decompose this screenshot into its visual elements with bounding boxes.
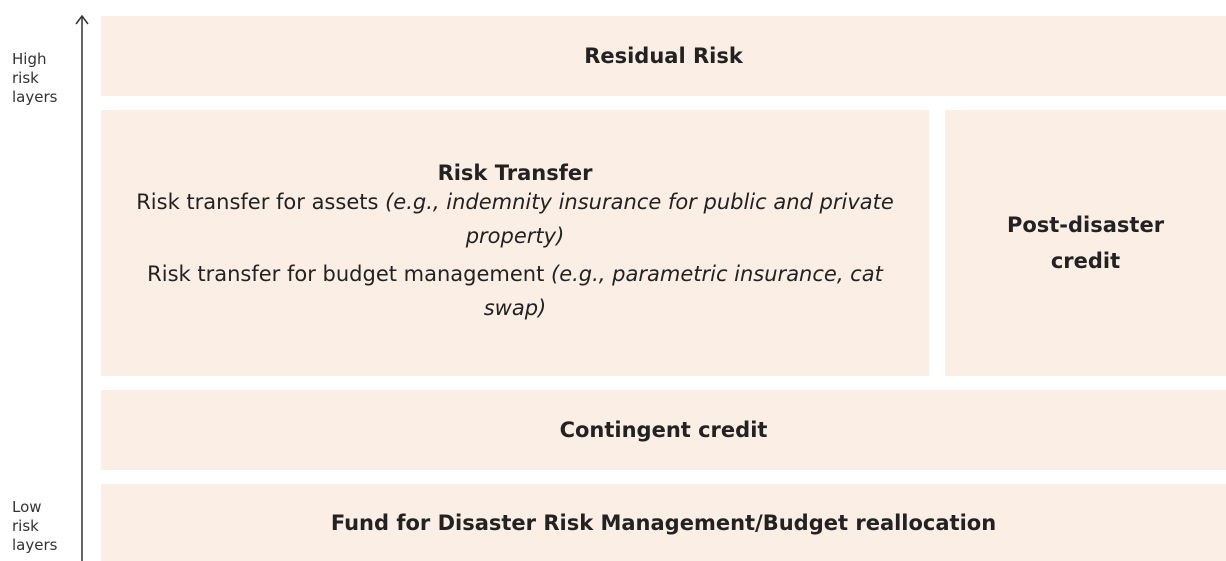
line-text: Risk transfer for budget management — [147, 262, 545, 286]
layer-title: Residual Risk — [584, 44, 743, 68]
layer-title: Risk Transfer — [437, 161, 593, 185]
line-example: (e.g., parametric insurance, cat swap) — [483, 262, 883, 320]
layer-box: Residual Risk — [101, 16, 1226, 96]
layer-title: Contingent credit — [559, 418, 768, 442]
layer-box: Fund for Disaster Risk Management/Budget… — [101, 484, 1226, 561]
layer-box: Contingent credit — [101, 390, 1226, 470]
layer-title: Post-disaster credit — [1006, 213, 1165, 273]
layer-line: Risk transfer for budget management (e.g… — [131, 257, 899, 325]
line-example: (e.g., indemnity insurance for public an… — [385, 190, 894, 248]
layer-line: Risk transfer for assets (e.g., indemnit… — [131, 185, 899, 253]
axis-arrow — [75, 14, 89, 561]
layer-title: Fund for Disaster Risk Management/Budget… — [330, 510, 997, 535]
layer-box: Risk Transfer Risk transfer for assets (… — [101, 110, 929, 376]
layer-box: Post-disaster credit — [945, 110, 1226, 376]
bottom-label: Low risk layers — [12, 498, 58, 554]
top-label: High risk layers — [12, 50, 58, 106]
line-text: Risk transfer for assets — [136, 190, 379, 214]
